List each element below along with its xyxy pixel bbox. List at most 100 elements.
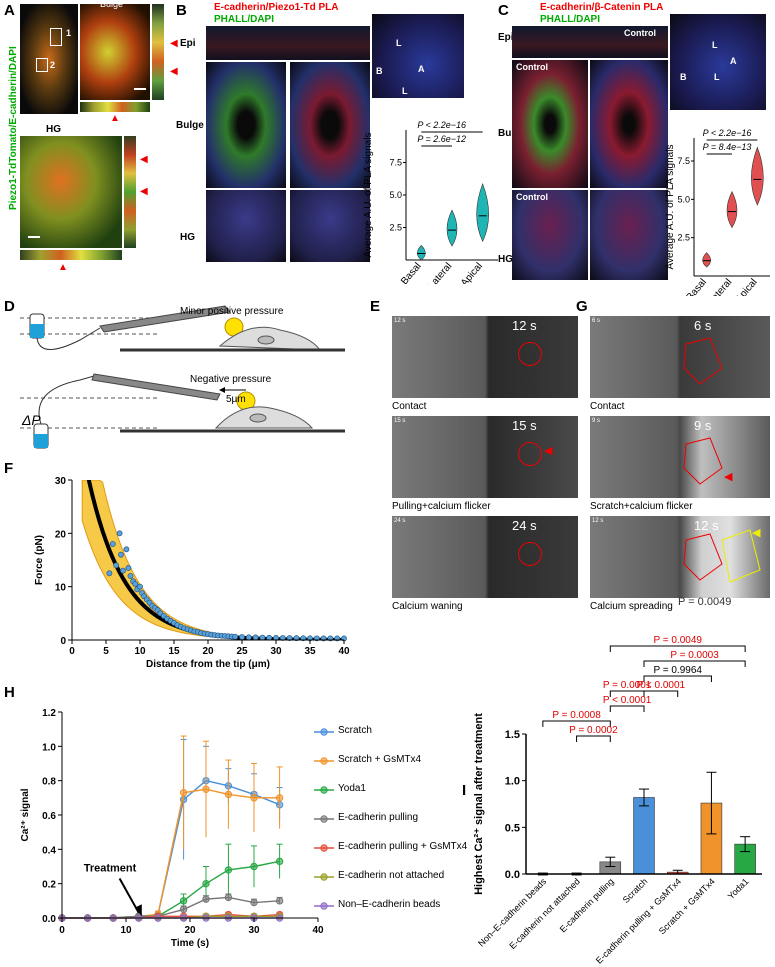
legend-label: Scratch: [338, 725, 372, 736]
y-tick-label: 0.0: [505, 869, 520, 881]
legend-label: E-cadherin not attached: [338, 870, 445, 881]
y-tick-label: 2.5: [677, 233, 690, 243]
panel-a-overview-image: 1 2: [20, 4, 78, 114]
data-point: [109, 541, 116, 547]
x-tick-label: Apical: [459, 261, 485, 284]
region-1-box: [50, 28, 62, 46]
caption-waning: Calcium waning: [392, 601, 463, 612]
legend-label: E-cadherin pulling + GsMTx4: [338, 841, 468, 852]
row-label-hg: HG: [180, 232, 195, 243]
panel-c-epi-image: Control: [512, 26, 668, 58]
y-axis-label: Ca²⁺ signal: [20, 788, 31, 841]
panel-a-hg-zoom: [20, 136, 122, 248]
x-axis-label: Distance from the tip (μm): [146, 659, 270, 670]
panel-label-h: H: [4, 684, 15, 701]
bulge-zoom-label: Bulge: [100, 0, 124, 9]
y-tick-label: 7.5: [389, 158, 402, 168]
small-timestamp: 6 s: [592, 318, 601, 324]
legend-marker: [320, 844, 328, 852]
data-point: [279, 635, 286, 641]
legend-label: Yoda1: [338, 783, 366, 794]
red-arrow-icon: ◀: [170, 66, 178, 77]
panel-c-bulge-merge: Control: [512, 60, 588, 188]
p-value-label: P = 8.4e−13: [703, 142, 752, 152]
series-point: [202, 879, 210, 888]
red-arrow-icon: ▲: [110, 113, 120, 124]
region-2-label: 2: [50, 60, 56, 70]
p-value-label: P = 2.6e−12: [417, 134, 466, 144]
data-point: [116, 530, 123, 537]
legend-marker: [320, 728, 328, 736]
x-tick-label: Basal: [399, 261, 424, 284]
comparison-p-value: P = 0.0003: [670, 650, 719, 661]
panel-b-inset: B L A L: [372, 14, 464, 98]
x-tick-label: 0: [69, 646, 75, 657]
panel-c-title: E-cadherin/β-Catenin PLA: [540, 2, 664, 13]
y-tick-label: 10: [55, 583, 67, 594]
small-timestamp: 9 s: [592, 418, 601, 424]
panel-a-bulge-zoom: [80, 4, 150, 100]
series-point: [250, 794, 258, 802]
scale-bar: [134, 88, 146, 90]
negative-pressure-label: Negative pressure: [190, 374, 272, 385]
y-tick-label: 20: [55, 529, 67, 540]
violin-shape: [702, 252, 711, 268]
inset-mark-b: B: [680, 72, 687, 82]
y-tick-label: 5.0: [389, 190, 402, 200]
bar: [633, 797, 655, 875]
data-point: [106, 570, 113, 577]
y-tick-label: 1.0: [505, 776, 520, 788]
data-point: [239, 634, 245, 640]
overlapping-p-value: P = 0.0049: [678, 596, 732, 608]
red-arrow-icon: ◀: [140, 186, 148, 197]
x-tick-label: Scratch: [621, 876, 650, 905]
legend-marker: [320, 757, 328, 765]
panel-e-frame-2: 15 s 15 s ◀: [392, 416, 578, 498]
comparison-p-value: P = 0.9964: [653, 665, 702, 676]
timestamp: 9 s: [694, 418, 712, 433]
data-point: [113, 562, 120, 569]
panel-label-b: B: [176, 2, 187, 19]
y-tick-label: 1.0: [42, 742, 56, 753]
series-point: [275, 857, 284, 866]
panel-a-ylabel: Piezo1-TdTomato/E-cadherin/DAPI: [8, 46, 19, 210]
comparison-bracket: [643, 660, 746, 667]
panel-b-hg-merge: [206, 190, 286, 262]
x-tick-label: 40: [312, 925, 324, 936]
y-tick-label: 0.6: [42, 811, 56, 822]
y-axis-label: Average A.U. of PLA signals: [665, 145, 676, 270]
x-tick-label: Apical: [734, 277, 760, 296]
panel-b-bulge-merge: [206, 62, 286, 188]
comparison-bracket: [609, 645, 746, 652]
data-point: [125, 565, 132, 571]
series-point: [224, 790, 233, 799]
panel-label-i: I: [462, 782, 467, 799]
x-tick-label: 0: [59, 925, 65, 936]
region-2-box: [36, 58, 48, 72]
comparison-bracket: [643, 675, 712, 682]
panel-g-frame-3: 12 s 12 s ◀: [590, 516, 770, 598]
y-tick-label: 0.4: [42, 845, 56, 856]
control-label: Control: [516, 192, 548, 202]
comparison-bracket: [643, 690, 679, 697]
series-point: [224, 866, 233, 874]
panel-c-hg-merge: Control: [512, 190, 588, 280]
series-point: [250, 898, 258, 907]
comparison-bracket: [609, 705, 645, 712]
hg-side-profile: [124, 136, 136, 248]
panel-label-d: D: [4, 298, 15, 315]
data-point: [259, 634, 266, 641]
panel-g-frame-2: 9 s 9 s ◀: [590, 416, 770, 498]
target-circle: [518, 442, 542, 466]
data-point: [286, 635, 293, 641]
y-tick-label: 0.5: [505, 822, 520, 834]
x-tick-label: 30: [248, 925, 260, 936]
red-arrow-icon: ◀: [170, 38, 178, 49]
legend-marker: [320, 902, 328, 910]
row-label-bulge: Bulge: [498, 128, 526, 139]
comparison-p-value: P < 0.0001: [603, 695, 652, 706]
panel-label-c: C: [498, 2, 509, 19]
data-point: [293, 635, 300, 642]
timestamp: 24 s: [512, 518, 537, 533]
